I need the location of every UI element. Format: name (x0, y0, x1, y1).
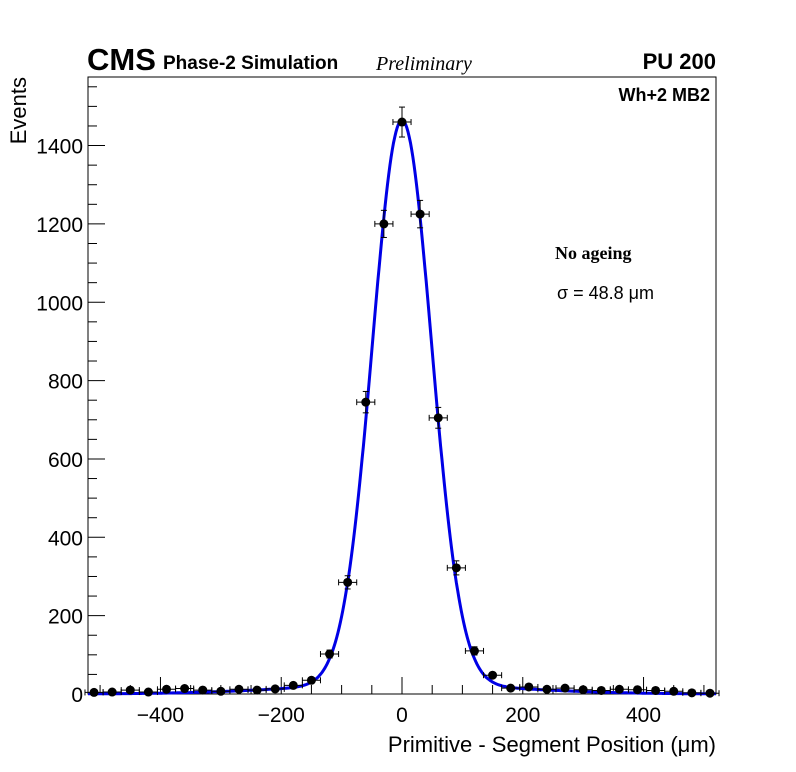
x-tick-label: −200 (258, 704, 305, 727)
data-marker (415, 209, 425, 219)
data-marker (669, 686, 679, 696)
x-tick-label: 0 (396, 704, 408, 727)
data-point (301, 675, 321, 685)
data-point (537, 684, 557, 694)
simulation-label: Phase-2 Simulation (163, 53, 338, 74)
y-tick-label: 400 (48, 527, 83, 550)
data-marker (162, 684, 171, 694)
data-marker (651, 685, 661, 695)
data-point (609, 684, 629, 694)
data-point (265, 684, 285, 694)
data-marker (288, 680, 298, 690)
cms-label: CMS (87, 42, 156, 77)
data-marker (107, 687, 117, 697)
data-point (410, 199, 430, 229)
y-tick-label: 1200 (36, 214, 83, 237)
data-point (664, 686, 684, 696)
data-marker (143, 687, 153, 697)
data-point (319, 649, 340, 659)
data-point (392, 106, 412, 138)
data-marker (488, 670, 498, 680)
data-marker (596, 685, 606, 695)
fit-curve (88, 118, 716, 696)
x-tick-label: −400 (137, 704, 184, 727)
data-marker (198, 685, 208, 695)
x-tick-label: 200 (505, 704, 540, 727)
data-marker (687, 688, 697, 698)
y-tick-label: 600 (48, 449, 83, 472)
y-tick-label: 1400 (36, 136, 83, 159)
data-marker (524, 682, 534, 692)
data-marker (433, 413, 443, 423)
data-marker (361, 397, 371, 407)
data-marker (578, 685, 588, 695)
data-point (428, 406, 448, 429)
data-marker (180, 684, 190, 694)
y-axis-title: Events (6, 77, 31, 144)
plot-frame (87, 76, 717, 695)
data-marker (469, 646, 479, 656)
data-point (700, 688, 720, 698)
y-tick-label: 200 (48, 606, 83, 629)
x-tick-label: 400 (626, 704, 661, 727)
data-marker (705, 688, 715, 698)
data-marker (325, 649, 335, 659)
data-marker (614, 684, 624, 694)
data-point (555, 683, 575, 693)
data-marker (397, 117, 407, 127)
sigma-label: σ = 48.8 μm (557, 283, 654, 303)
preliminary-label: Preliminary (375, 53, 472, 75)
data-point (591, 685, 611, 695)
data-marker (125, 685, 135, 695)
data-marker (379, 219, 389, 229)
data-point (229, 684, 249, 694)
data-marker (343, 577, 353, 587)
data-point (175, 684, 195, 694)
data-marker (506, 683, 516, 693)
data-point (283, 680, 303, 690)
pileup-label: PU 200 (643, 49, 716, 74)
data-point (138, 687, 158, 697)
data-marker (270, 684, 280, 694)
data-point (646, 685, 666, 695)
chamber-label: Wh+2 MB2 (618, 85, 710, 105)
data-marker (306, 675, 316, 685)
data-point (483, 670, 503, 680)
data-marker (89, 687, 99, 697)
ageing-label: No ageing (555, 243, 632, 263)
data-point (682, 688, 702, 698)
data-point (627, 685, 648, 695)
y-tick-label: 0 (71, 684, 83, 707)
y-tick-label: 800 (48, 371, 83, 394)
data-marker (216, 686, 226, 696)
data-point (374, 209, 394, 238)
data-point (464, 646, 485, 656)
data-marker (560, 683, 570, 693)
data-point (211, 686, 231, 696)
data-marker (252, 685, 262, 695)
data-point (356, 390, 376, 414)
data-marker (451, 563, 461, 573)
data-point (338, 575, 358, 590)
x-axis-title: Primitive - Segment Position (μm) (388, 732, 716, 757)
data-marker (542, 684, 552, 694)
data-point (193, 685, 213, 695)
y-tick-label: 1000 (36, 292, 83, 315)
data-marker (234, 684, 244, 694)
data-marker (633, 685, 642, 695)
data-point (446, 560, 466, 576)
